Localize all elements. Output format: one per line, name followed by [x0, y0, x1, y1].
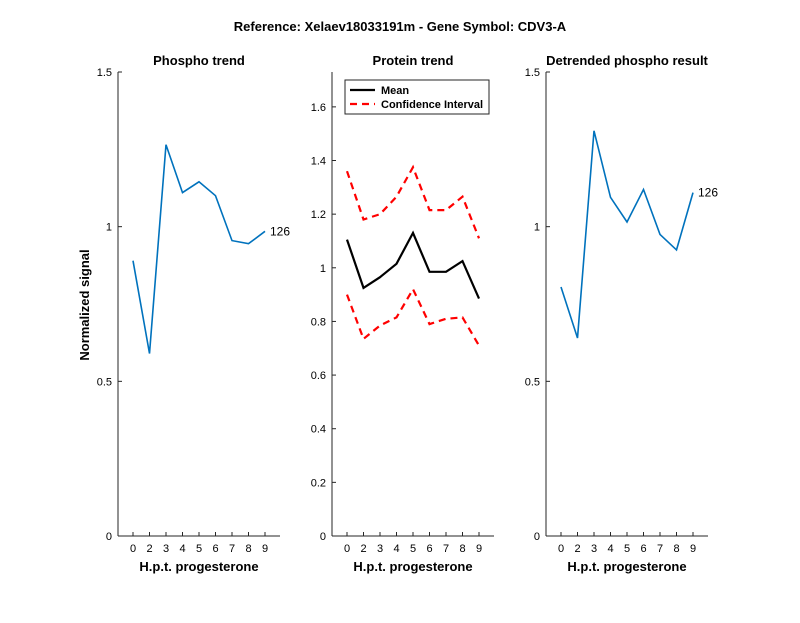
phospho-series-line	[132, 144, 266, 354]
x-tick-label: 7	[229, 543, 235, 555]
x-axis-label: H.p.t. progesterone	[567, 559, 686, 574]
y-tick-label: 0.5	[97, 376, 112, 388]
x-tick-label: 3	[377, 543, 383, 555]
y-tick-label: 1.2	[311, 209, 326, 221]
x-tick-label: 9	[262, 543, 268, 555]
x-tick-label: 0	[344, 543, 350, 555]
ci-lower-series-line	[345, 286, 480, 347]
series-annotation: 126	[270, 224, 290, 238]
y-tick-label: 1.5	[97, 67, 112, 79]
y-tick-label: 0	[320, 531, 326, 543]
protein-trend-panel: Protein trend H.p.t. progesterone 0 0.2 0.…	[311, 53, 494, 574]
x-tick-label: 8	[459, 543, 465, 555]
x-tick-label: 2	[360, 543, 366, 555]
y-tick-label: 0	[106, 531, 112, 543]
y-tick-label: 0.4	[311, 424, 326, 436]
x-tick-label: 0	[130, 543, 136, 555]
x-tick-label: 2	[574, 543, 580, 555]
detrended-phospho-panel: Detrended phospho result H.p.t. progeste…	[525, 53, 719, 574]
series-annotation: 126	[698, 186, 718, 200]
y-axis-label: Normalized signal	[77, 249, 92, 360]
x-tick-label: 9	[690, 543, 696, 555]
x-tick-label: 8	[673, 543, 679, 555]
legend-entry-label: Confidence Interval	[381, 99, 483, 111]
phospho-trend-panel: Phospho trend H.p.t. progesterone Normal…	[77, 53, 290, 574]
x-axis-label: H.p.t. progesterone	[139, 559, 258, 574]
y-tick-label: 1.6	[311, 102, 326, 114]
y-tick-label: 1	[106, 222, 112, 234]
y-tick-label: 1	[320, 263, 326, 275]
y-tick-label: 0.8	[311, 316, 326, 328]
x-tick-label: 7	[657, 543, 663, 555]
mean-series-line	[345, 230, 481, 300]
legend-entry-label: Mean	[381, 85, 409, 97]
x-tick-label: 4	[179, 543, 185, 555]
x-tick-label: 4	[393, 543, 399, 555]
x-tick-label: 5	[624, 543, 630, 555]
y-tick-label: 0.6	[311, 370, 326, 382]
x-tick-label: 7	[443, 543, 449, 555]
x-tick-label: 3	[591, 543, 597, 555]
ci-upper-series-line	[345, 164, 481, 239]
y-tick-label: 1.4	[311, 156, 326, 168]
y-tick-label: 1.5	[525, 67, 540, 79]
x-tick-label: 3	[163, 543, 169, 555]
panel-title: Protein trend	[373, 53, 454, 68]
panel-title: Detrended phospho result	[546, 53, 708, 68]
y-tick-label: 1	[534, 222, 540, 234]
x-tick-label: 6	[426, 543, 432, 555]
x-tick-label: 2	[146, 543, 152, 555]
figure-suptitle: Reference: Xelaev18033191m - Gene Symbol…	[234, 19, 567, 34]
x-tick-label: 8	[245, 543, 251, 555]
y-tick-label: 0	[534, 531, 540, 543]
x-tick-label: 4	[607, 543, 613, 555]
x-tick-label: 0	[558, 543, 564, 555]
y-tick-label: 0.2	[311, 477, 326, 489]
y-tick-label: 0.5	[525, 376, 540, 388]
x-tick-label: 9	[476, 543, 482, 555]
panel-title: Phospho trend	[153, 53, 245, 68]
legend-box	[344, 79, 490, 115]
x-tick-label: 6	[640, 543, 646, 555]
x-axis-label: H.p.t. progesterone	[353, 559, 472, 574]
x-tick-label: 5	[196, 543, 202, 555]
x-tick-label: 6	[212, 543, 218, 555]
detrended-series-line	[560, 130, 694, 339]
x-tick-label: 5	[410, 543, 416, 555]
